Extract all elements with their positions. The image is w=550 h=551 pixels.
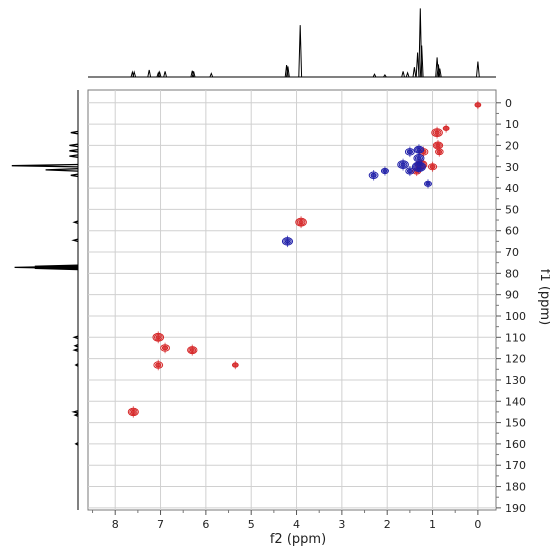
contour-peak [380,166,389,176]
contour-peak [127,406,139,418]
f2-projection-peak [209,72,214,78]
contour-peak [160,342,170,354]
x-tick-label: 1 [429,518,436,531]
y-axis-label: f1 (ppm) [537,269,550,325]
contour-peak [413,152,425,164]
y-axis: 0 10 20 30 40 50 60 70 80 90 100 110 120 130 140 150 160… [496,97,526,515]
y-tick-label: 150 [505,417,526,430]
y-tick-label: 110 [505,331,526,344]
f1-projection-peak [45,168,79,172]
f2-projection-peak [132,70,137,78]
y-tick-label: 190 [505,502,526,515]
y-tick-label: 10 [505,118,519,131]
y-tick-label: 160 [505,438,526,451]
x-axis: 8 7 6 5 4 3 2 1 0 [92,510,481,531]
x-tick-label: 7 [157,518,164,531]
y-tick-label: 120 [505,353,526,366]
f1-projection-peak [72,220,79,225]
y-tick-label: 60 [505,225,519,238]
contour-peak [404,146,415,158]
contour-peak [405,165,415,177]
contour-peak [424,179,432,189]
f2-projection-peak [401,71,405,78]
plot-frame [87,89,497,511]
f2-projection-peak [383,73,387,78]
f2-projection-peak [419,45,424,78]
f2-projection-peak [412,67,417,78]
y-tick-label: 90 [505,289,519,302]
contour-peak [474,100,482,110]
f1-projection-peak [73,343,79,348]
x-tick-label: 5 [248,518,255,531]
f2-projection-peak [157,70,162,78]
f1-projection-peak [69,143,79,148]
y-tick-label: 80 [505,267,519,280]
x-tick-label: 3 [338,518,345,531]
contour-peak [397,158,409,171]
y-tick-label: 40 [505,182,519,195]
contour-peaks [127,100,482,418]
f1-projection-spectrum [11,90,79,510]
y-tick-label: 130 [505,374,526,387]
y-tick-label: 100 [505,310,526,323]
x-tick-label: 6 [202,518,209,531]
x-tick-label: 2 [384,518,391,531]
contour-peak [368,170,379,181]
contour-peak [442,124,450,133]
contour-peak [295,216,307,229]
f2-projection-peak [163,71,167,78]
plot-area [87,89,497,511]
y-tick-label: 50 [505,203,519,216]
f1-projection-peak [72,348,79,352]
contour-peak [431,126,443,139]
f1-projection-peak [73,413,79,417]
y-tick-label: 140 [505,395,526,408]
f2-projection-peak [191,71,196,78]
f1-projection-peak [70,130,79,135]
f2-projection-spectrum [88,8,496,78]
contour-peak [231,360,239,370]
f2-projection-peak [415,52,420,78]
f1-projection-peak [74,442,79,446]
contour-peak [427,161,438,172]
f2-projection-peak [476,61,480,78]
f1-projection-peak [69,148,79,153]
f2-projection-peak [298,25,303,78]
f2-projection-peak [372,73,377,78]
f1-projection-peak [71,238,79,243]
y-tick-label: 30 [505,161,519,174]
contour-peak [153,359,164,371]
contour-peak [152,331,165,344]
x-axis-label: f2 (ppm) [270,532,326,547]
y-tick-label: 0 [505,97,512,110]
f2-projection-peak [156,71,161,78]
y-tick-label: 170 [505,459,526,472]
f1-projection-peak [74,363,79,367]
f2-projection-peak [405,71,410,78]
contour-peak [281,235,293,248]
f2-projection-peak [147,69,152,78]
f2-projection-peak [286,66,290,78]
y-tick-label: 180 [505,481,526,494]
x-tick-label: 0 [474,518,481,531]
x-tick-label: 8 [112,518,119,531]
f1-projection-peak [71,410,79,414]
f1-projection-peak [72,335,79,340]
contour-peak [435,147,444,157]
f1-projection-peak [70,173,79,178]
y-tick-label: 70 [505,246,519,259]
f1-projection-peak [34,266,79,271]
y-tick-label: 20 [505,139,519,152]
contour-peak [187,344,198,356]
x-tick-label: 4 [293,518,300,531]
f1-projection-peak [69,154,79,158]
f2-projection-peak [437,68,442,78]
f1-projection-peak [11,163,79,168]
f2-projection-peak [284,65,289,78]
